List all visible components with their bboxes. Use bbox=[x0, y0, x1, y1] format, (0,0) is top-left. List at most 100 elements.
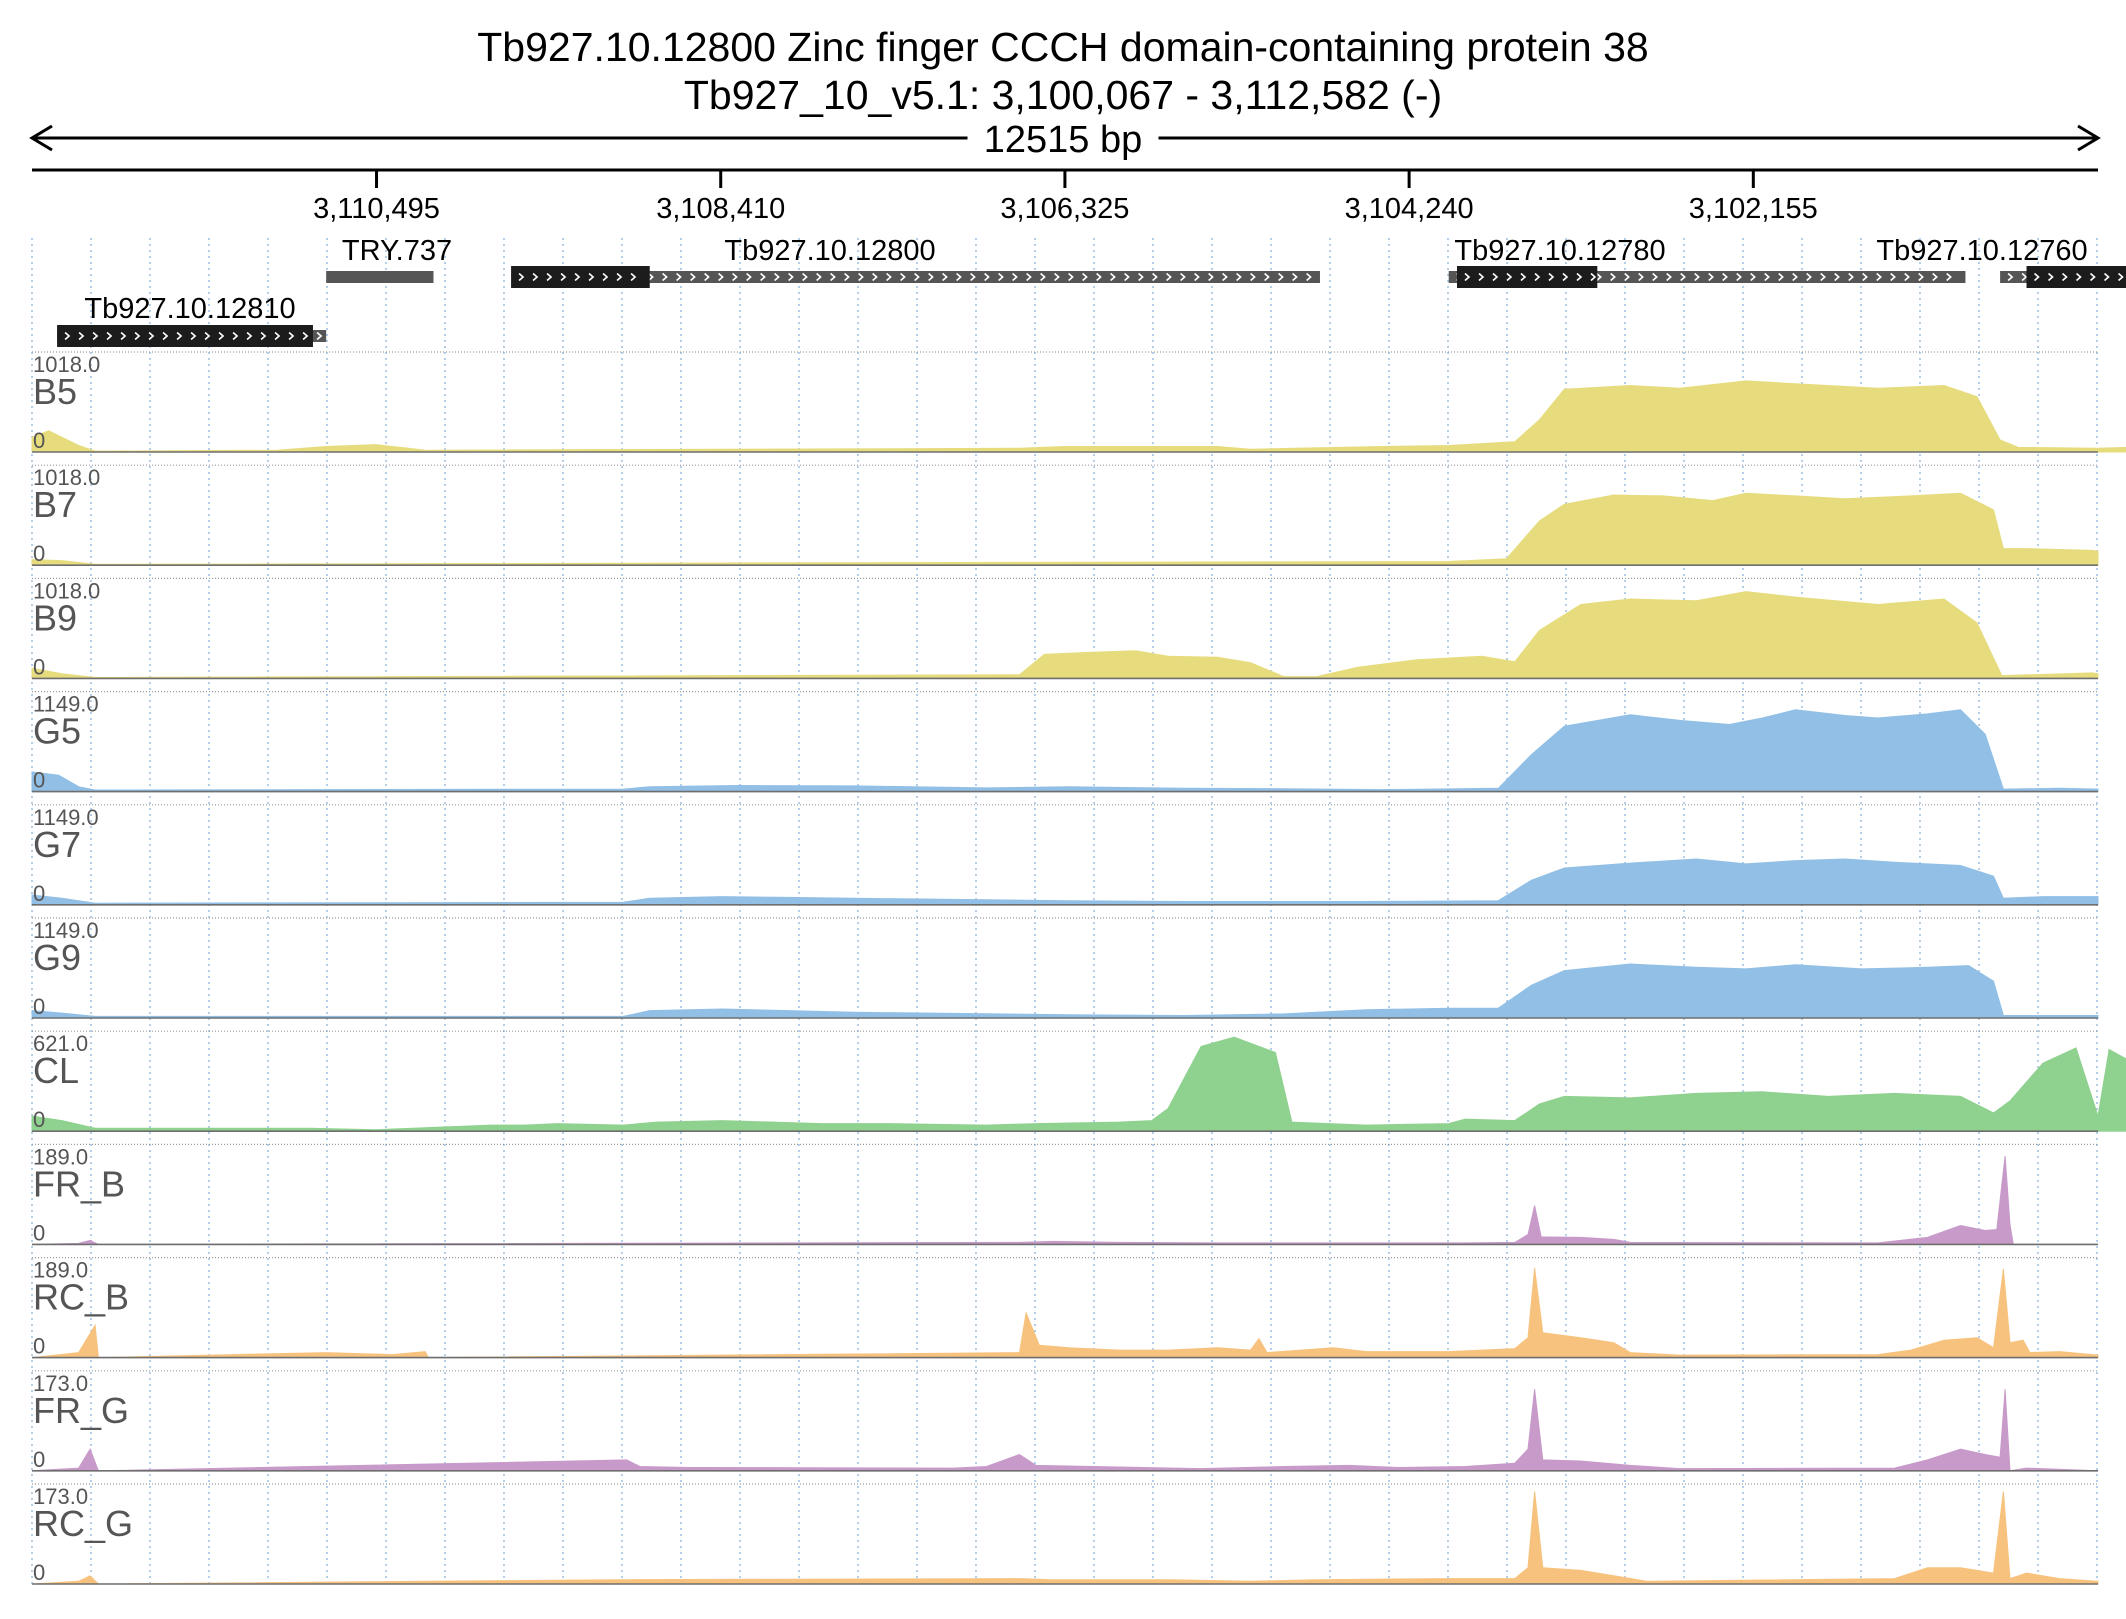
coverage-area bbox=[31, 1389, 2099, 1472]
track-b7[interactable] bbox=[31, 464, 2099, 567]
locus-subtitle: Tb927_10_v5.1: 3,100,067 - 3,112,582 (-) bbox=[683, 72, 1443, 118]
track-g7[interactable] bbox=[31, 804, 2099, 906]
track-min-label: 0 bbox=[33, 881, 45, 906]
coverage-area bbox=[31, 709, 2099, 793]
strand-arrow-icon bbox=[1082, 272, 1088, 282]
strand-arrow-icon bbox=[1610, 272, 1616, 282]
track-max-label: 1149.0 bbox=[33, 805, 99, 830]
track-max-label: 189.0 bbox=[33, 1144, 88, 1169]
strand-arrow-icon bbox=[78, 331, 85, 341]
strand-arrow-icon bbox=[518, 272, 525, 282]
track-min-label: 0 bbox=[33, 541, 45, 566]
strand-arrow-icon bbox=[1792, 272, 1798, 282]
track-max-label: 1149.0 bbox=[33, 918, 99, 943]
strand-arrow-icon bbox=[1054, 272, 1060, 282]
strand-arrow-icon bbox=[260, 331, 267, 341]
track-max-label: 1018.0 bbox=[33, 465, 100, 490]
strand-arrow-icon bbox=[316, 331, 323, 341]
track-fr-g[interactable] bbox=[31, 1370, 2099, 1472]
strand-arrow-icon bbox=[1736, 272, 1742, 282]
track-g5[interactable] bbox=[31, 690, 2099, 793]
strand-arrow-icon bbox=[2075, 272, 2082, 282]
strand-arrow-icon bbox=[1152, 272, 1158, 282]
strand-arrow-icon bbox=[2061, 272, 2068, 282]
strand-arrow-icon bbox=[970, 272, 976, 282]
track-fr-b[interactable] bbox=[31, 1143, 2098, 1246]
strand-arrow-icon bbox=[900, 272, 906, 282]
strand-arrow-icon bbox=[630, 272, 637, 282]
strand-arrow-icon bbox=[1876, 272, 1882, 282]
gene-cds[interactable] bbox=[2026, 266, 2126, 288]
strand-arrow-icon bbox=[956, 272, 962, 282]
strand-arrow-icon bbox=[204, 331, 211, 341]
strand-arrow-icon bbox=[1666, 272, 1672, 282]
strand-arrow-icon bbox=[1040, 272, 1046, 282]
track-min-label: 0 bbox=[33, 1334, 45, 1359]
strand-arrow-icon bbox=[232, 331, 239, 341]
strand-arrow-icon bbox=[1278, 272, 1284, 282]
strand-arrow-icon bbox=[830, 272, 836, 282]
strand-arrow-icon bbox=[1110, 272, 1116, 282]
ruler-tick-label: 3,108,410 bbox=[656, 193, 785, 225]
strand-arrow-icon bbox=[914, 272, 920, 282]
strand-arrow-icon bbox=[1638, 272, 1644, 282]
gene-label: TRY.737 bbox=[342, 235, 452, 267]
strand-arrow-icon bbox=[2089, 272, 2096, 282]
track-b9[interactable] bbox=[31, 577, 2099, 680]
strand-arrow-icon bbox=[648, 272, 654, 282]
strand-arrow-icon bbox=[2103, 272, 2110, 282]
strand-arrow-icon bbox=[1764, 272, 1770, 282]
strand-arrow-icon bbox=[1862, 272, 1868, 282]
strand-arrow-icon bbox=[662, 272, 668, 282]
strand-arrow-icon bbox=[676, 272, 682, 282]
track-cl[interactable] bbox=[31, 1030, 2126, 1132]
strand-arrow-icon bbox=[1222, 272, 1228, 282]
ruler-tick-label: 3,106,325 bbox=[1000, 193, 1129, 225]
track-name: G9 bbox=[33, 937, 81, 978]
strand-arrow-icon bbox=[1722, 272, 1728, 282]
strand-arrow-icon bbox=[816, 272, 822, 282]
strand-arrow-icon bbox=[1534, 272, 1541, 282]
track-g9[interactable] bbox=[31, 917, 2099, 1019]
strand-arrow-icon bbox=[746, 272, 752, 282]
gene-feature[interactable] bbox=[326, 271, 434, 283]
strand-arrow-icon bbox=[246, 331, 253, 341]
strand-arrow-icon bbox=[1946, 272, 1952, 282]
strand-arrow-icon bbox=[1596, 272, 1602, 282]
strand-arrow-icon bbox=[1264, 272, 1270, 282]
strand-arrow-icon bbox=[148, 331, 155, 341]
strand-arrow-icon bbox=[134, 331, 141, 341]
gene-cds[interactable] bbox=[511, 266, 650, 288]
gene-cds[interactable] bbox=[57, 325, 313, 347]
strand-arrow-icon bbox=[1194, 272, 1200, 282]
track-name: G7 bbox=[33, 824, 81, 865]
ruler-tick-label: 3,110,495 bbox=[313, 193, 440, 225]
track-min-label: 0 bbox=[33, 1107, 45, 1132]
strand-arrow-icon bbox=[1548, 272, 1555, 282]
track-name: B7 bbox=[33, 484, 77, 525]
strand-arrow-icon bbox=[928, 272, 934, 282]
strand-arrow-icon bbox=[162, 331, 169, 341]
coverage-area bbox=[31, 1155, 2098, 1245]
gene-transcript[interactable] bbox=[626, 271, 1320, 283]
gene-label: Tb927.10.12810 bbox=[84, 293, 295, 325]
track-max-label: 1149.0 bbox=[33, 692, 99, 717]
gene-cds[interactable] bbox=[1456, 266, 1598, 288]
track-max-label: 621.0 bbox=[33, 1031, 88, 1056]
track-min-label: 0 bbox=[33, 428, 45, 453]
track-rc-b[interactable] bbox=[31, 1256, 2099, 1359]
strand-arrow-icon bbox=[802, 272, 808, 282]
strand-arrow-icon bbox=[2047, 272, 2054, 282]
strand-arrow-icon bbox=[690, 272, 696, 282]
track-name: CL bbox=[33, 1050, 79, 1091]
strand-arrow-icon bbox=[788, 272, 794, 282]
strand-arrow-icon bbox=[1492, 272, 1499, 282]
strand-arrow-icon bbox=[92, 331, 99, 341]
strand-arrow-icon bbox=[732, 272, 738, 282]
strand-arrow-icon bbox=[106, 331, 113, 341]
track-b5[interactable] bbox=[31, 351, 2126, 453]
track-rc-g[interactable] bbox=[31, 1483, 2099, 1585]
strand-arrow-icon bbox=[1478, 272, 1485, 282]
strand-arrow-icon bbox=[588, 272, 595, 282]
